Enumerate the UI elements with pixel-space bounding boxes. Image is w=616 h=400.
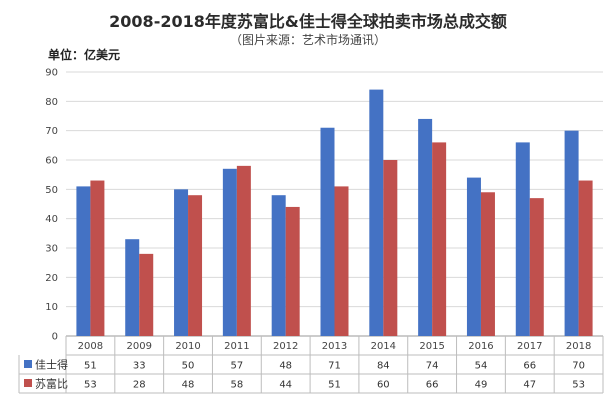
data-label: 58 <box>230 380 243 391</box>
bar-sothebys <box>383 160 398 336</box>
x-tick-label: 2009 <box>127 341 152 352</box>
bar-sothebys <box>529 198 544 336</box>
data-label: 50 <box>182 361 195 372</box>
y-tick-label: 30 <box>45 244 58 255</box>
data-label: 70 <box>572 361 585 372</box>
x-tick-label: 2017 <box>517 341 542 352</box>
bar-christies <box>125 239 140 336</box>
series-name: 苏富比 <box>35 377 68 391</box>
bar-christies <box>369 89 384 336</box>
y-tick-label: 10 <box>45 302 58 313</box>
bar-sothebys <box>578 180 593 336</box>
series-name: 佳士得 <box>35 358 68 372</box>
x-tick-label: 2008 <box>78 341 103 352</box>
y-tick-label: 40 <box>45 214 58 225</box>
chart-title: 2008-2018年度苏富比&佳士得全球拍卖市场总成交额 <box>109 12 507 31</box>
data-label: 33 <box>133 361 146 372</box>
legend-swatch <box>24 360 32 368</box>
y-tick-label: 80 <box>45 97 58 108</box>
bar-sothebys <box>285 206 300 336</box>
bar-sothebys <box>139 253 154 336</box>
x-tick-label: 2014 <box>371 341 396 352</box>
data-label: 51 <box>84 361 97 372</box>
bar-christies <box>564 130 579 336</box>
y-tick-label: 0 <box>52 332 58 343</box>
bar-christies <box>466 177 481 336</box>
data-label: 53 <box>84 380 97 391</box>
chart-subtitle: （图片来源：艺术市场通讯） <box>229 33 386 47</box>
data-label: 54 <box>475 361 488 372</box>
bar-christies <box>174 189 189 336</box>
bar-christies <box>271 195 286 336</box>
data-label: 49 <box>475 380 488 391</box>
x-tick-label: 2011 <box>224 341 249 352</box>
unit-label: 单位：亿美元 <box>48 48 121 62</box>
bar-christies <box>418 118 433 336</box>
bar-sothebys <box>432 142 447 336</box>
x-tick-label: 2018 <box>566 341 591 352</box>
data-label: 57 <box>230 361 243 372</box>
data-label: 48 <box>279 361 292 372</box>
bar-sothebys <box>90 180 105 336</box>
x-tick-label: 2010 <box>175 341 200 352</box>
bar-christies <box>320 127 335 336</box>
bar-sothebys <box>334 186 349 336</box>
data-label: 44 <box>279 380 292 391</box>
data-label: 84 <box>377 361 390 372</box>
legend-swatch <box>24 379 32 387</box>
bar-christies <box>515 142 530 336</box>
bar-christies <box>222 168 237 336</box>
data-label: 74 <box>426 361 439 372</box>
y-tick-label: 70 <box>45 126 58 137</box>
x-tick-label: 2013 <box>322 341 347 352</box>
y-tick-label: 60 <box>45 156 58 167</box>
data-label: 66 <box>426 380 439 391</box>
data-label: 60 <box>377 380 390 391</box>
data-label: 51 <box>328 380 341 391</box>
x-tick-label: 2016 <box>468 341 493 352</box>
data-label: 47 <box>523 380 536 391</box>
x-tick-label: 2015 <box>419 341 444 352</box>
data-label: 71 <box>328 361 341 372</box>
data-label: 48 <box>182 380 195 391</box>
data-label: 28 <box>133 380 146 391</box>
data-label: 53 <box>572 380 585 391</box>
x-tick-label: 2012 <box>273 341 298 352</box>
bar-sothebys <box>480 192 495 336</box>
y-tick-label: 20 <box>45 273 58 284</box>
bar-sothebys <box>188 195 203 336</box>
bar-sothebys <box>236 165 251 336</box>
data-label: 66 <box>523 361 536 372</box>
y-tick-label: 50 <box>45 185 58 196</box>
bar-christies <box>76 186 91 336</box>
y-tick-label: 90 <box>45 68 58 79</box>
